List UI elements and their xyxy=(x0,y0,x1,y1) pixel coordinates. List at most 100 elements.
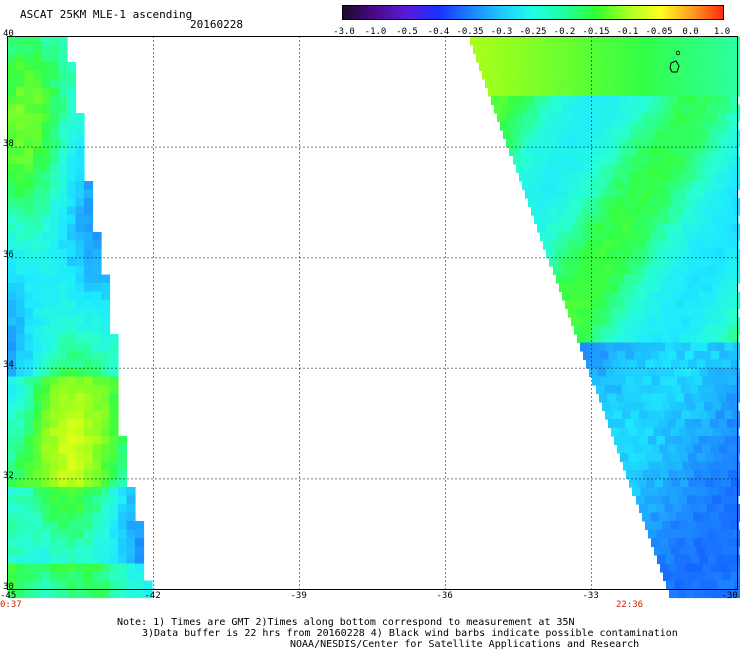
wind-cell xyxy=(618,283,628,293)
wind-cell xyxy=(24,215,34,225)
wind-cell xyxy=(101,385,111,395)
wind-cell xyxy=(634,376,644,386)
wind-cell xyxy=(668,351,678,361)
wind-cell xyxy=(613,317,623,327)
wind-cell xyxy=(716,368,726,378)
wind-cell xyxy=(7,274,17,284)
wind-cell xyxy=(75,342,85,352)
wind-cell xyxy=(24,410,34,420)
wind-cell xyxy=(634,470,644,480)
wind-cell xyxy=(16,376,26,386)
wind-cell xyxy=(726,206,736,216)
wind-cell xyxy=(701,393,711,403)
wind-cell xyxy=(33,181,43,191)
wind-cell xyxy=(685,351,695,361)
wind-cell xyxy=(530,87,540,97)
wind-cell xyxy=(623,461,633,471)
wind-cell xyxy=(24,589,34,599)
wind-cell xyxy=(524,70,534,80)
wind-cell xyxy=(561,172,571,182)
wind-cell xyxy=(528,198,538,208)
wind-cell xyxy=(143,580,153,590)
wind-cell xyxy=(101,589,111,599)
wind-cell xyxy=(50,385,60,395)
wind-cell xyxy=(642,351,652,361)
wind-cell xyxy=(109,580,119,590)
wind-cell xyxy=(633,300,643,310)
wind-cell xyxy=(118,563,128,573)
wind-cell xyxy=(670,121,680,131)
wind-cell xyxy=(723,104,733,114)
wind-cell xyxy=(715,223,725,233)
wind-cell xyxy=(605,249,615,259)
wind-cell xyxy=(24,351,34,361)
wind-cell xyxy=(33,538,43,548)
island-outline xyxy=(669,50,681,73)
wind-cell xyxy=(513,62,523,72)
wind-cell xyxy=(67,138,77,148)
wind-cell xyxy=(678,308,688,318)
wind-cell xyxy=(649,62,659,72)
wind-cell xyxy=(41,317,51,327)
wind-cell xyxy=(568,215,578,225)
wind-cell xyxy=(689,385,699,395)
wind-cell xyxy=(725,487,735,497)
wind-cell xyxy=(625,351,635,361)
wind-cell xyxy=(41,79,51,89)
wind-cell xyxy=(651,538,661,548)
wind-cell xyxy=(621,198,631,208)
wind-cell xyxy=(84,359,94,369)
wind-cell xyxy=(585,240,595,250)
wind-cell xyxy=(84,206,94,216)
wind-cell xyxy=(33,555,43,565)
wind-cell xyxy=(58,36,68,46)
wind-cell xyxy=(473,45,483,55)
wind-cell xyxy=(636,334,646,344)
wind-cell xyxy=(665,529,675,539)
wind-cell xyxy=(712,215,722,225)
wind-cell xyxy=(16,223,26,233)
wind-cell xyxy=(553,198,563,208)
wind-cell xyxy=(686,96,696,106)
wind-cell xyxy=(726,300,736,310)
wind-cell xyxy=(667,512,677,522)
wind-cell xyxy=(721,521,731,531)
wind-cell xyxy=(24,538,34,548)
wind-cell xyxy=(33,453,43,463)
wind-cell xyxy=(692,206,702,216)
wind-cell xyxy=(709,87,719,97)
wind-cell xyxy=(719,376,729,386)
wind-cell xyxy=(92,589,102,599)
wind-cell xyxy=(685,257,695,267)
wind-cell xyxy=(666,274,676,284)
wind-cell xyxy=(722,572,732,582)
wind-cell xyxy=(7,351,17,361)
wind-cell xyxy=(683,487,693,497)
wind-cell xyxy=(656,317,666,327)
wind-cell xyxy=(126,529,136,539)
wind-cell xyxy=(67,444,77,454)
wind-cell xyxy=(645,521,655,531)
wind-cell xyxy=(589,62,599,72)
wind-cell xyxy=(583,351,593,361)
wind-cell xyxy=(7,121,17,131)
wind-cell xyxy=(716,249,726,259)
wind-cell xyxy=(33,274,43,284)
wind-cell xyxy=(701,300,711,310)
wind-cell xyxy=(718,419,728,429)
wind-cell xyxy=(92,410,102,420)
wind-cell xyxy=(690,249,700,259)
wind-cell xyxy=(696,427,706,437)
wind-cell xyxy=(84,410,94,420)
wind-cell xyxy=(101,563,111,573)
wind-cell xyxy=(696,334,706,344)
wind-cell xyxy=(702,538,712,548)
wind-cell xyxy=(84,291,94,301)
wind-cell xyxy=(33,96,43,106)
colorbar-tick-label: -0.2 xyxy=(553,27,576,37)
wind-cell xyxy=(607,87,617,97)
wind-cell xyxy=(670,308,680,318)
wind-cell xyxy=(607,274,617,284)
wind-cell xyxy=(547,62,557,72)
wind-cell xyxy=(597,368,607,378)
